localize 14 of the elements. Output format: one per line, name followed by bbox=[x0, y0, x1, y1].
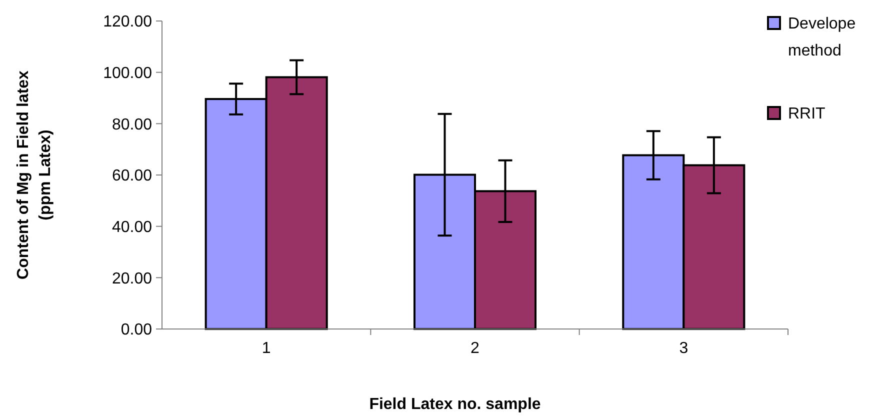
y-tick-label: 120.00 bbox=[103, 14, 152, 31]
legend-label: RRIT bbox=[788, 106, 826, 123]
y-tick-label: 20.00 bbox=[112, 270, 152, 288]
x-tick-label: 2 bbox=[470, 340, 480, 357]
y-tick-label: 40.00 bbox=[112, 218, 152, 236]
y-axis-title: Content of Mg in Field latex (ppm Latex) bbox=[15, 70, 54, 280]
legend-label: Develope method bbox=[788, 16, 856, 60]
y-tick-label: 60.00 bbox=[112, 168, 152, 185]
y-tick-label: 80.00 bbox=[112, 116, 152, 134]
x-tick-label: 1 bbox=[262, 340, 271, 357]
x-tick-label: 3 bbox=[679, 340, 688, 357]
y-tick-label: 100.00 bbox=[103, 64, 152, 82]
y-tick-label: 0.00 bbox=[120, 322, 152, 339]
x-axis-title: Field Latex no. sample bbox=[369, 396, 541, 413]
